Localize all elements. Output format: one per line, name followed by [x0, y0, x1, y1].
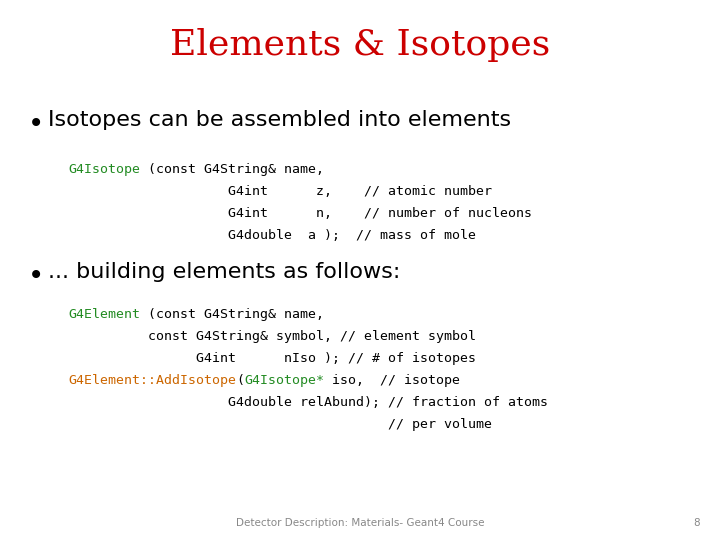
Text: G4int      n,    // number of nucleons: G4int n, // number of nucleons — [68, 207, 532, 220]
Text: G4int      z,    // atomic number: G4int z, // atomic number — [68, 185, 492, 198]
Text: 8: 8 — [693, 518, 700, 528]
Text: ... building elements as follows:: ... building elements as follows: — [48, 262, 400, 282]
Text: •: • — [28, 262, 44, 290]
Text: (const G4String& name,: (const G4String& name, — [140, 163, 324, 176]
Text: G4int      nIso ); // # of isotopes: G4int nIso ); // # of isotopes — [68, 352, 476, 365]
Text: const G4String& symbol, // element symbol: const G4String& symbol, // element symbo… — [68, 330, 476, 343]
Text: // per volume: // per volume — [68, 418, 492, 431]
Text: (: ( — [236, 374, 244, 387]
Text: G4double  a );  // mass of mole: G4double a ); // mass of mole — [68, 229, 476, 242]
Text: G4Isotope*: G4Isotope* — [244, 374, 324, 387]
Text: Detector Description: Materials- Geant4 Course: Detector Description: Materials- Geant4 … — [235, 518, 485, 528]
Text: G4double relAbund); // fraction of atoms: G4double relAbund); // fraction of atoms — [68, 396, 548, 409]
Text: iso,  // isotope: iso, // isotope — [324, 374, 460, 387]
Text: Isotopes can be assembled into elements: Isotopes can be assembled into elements — [48, 110, 511, 130]
Text: G4Element: G4Element — [68, 308, 140, 321]
Text: (const G4String& name,: (const G4String& name, — [140, 308, 324, 321]
Text: •: • — [28, 110, 44, 138]
Text: G4Isotope: G4Isotope — [68, 163, 140, 176]
Text: Elements & Isotopes: Elements & Isotopes — [170, 28, 550, 62]
Text: G4Element::AddIsotope: G4Element::AddIsotope — [68, 374, 236, 387]
